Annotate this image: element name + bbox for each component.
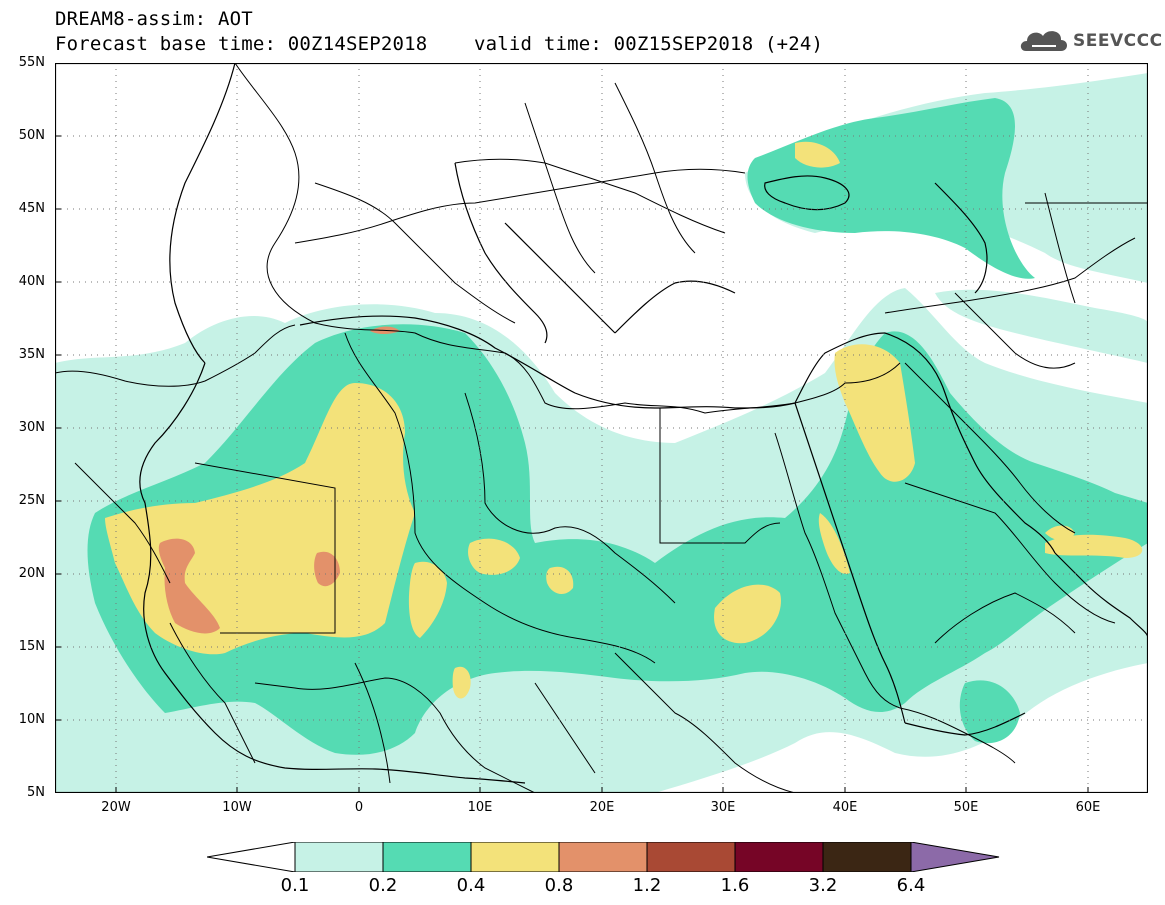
colorbar-cell (470, 842, 560, 872)
colorbar-cap-high (910, 842, 1000, 872)
lat-label-15n: 15N (18, 639, 45, 654)
cloud-icon (1020, 31, 1067, 51)
lat-label-50n: 50N (18, 128, 45, 143)
lat-label-20n: 20N (18, 566, 45, 581)
map-frame (55, 63, 1148, 793)
lon-label-20e: 20E (589, 800, 615, 815)
lat-label-25n: 25N (18, 493, 45, 508)
colorbar-label: 6.4 (896, 875, 926, 896)
lon-label-50e: 50E (953, 800, 979, 815)
lon-label-40e: 40E (832, 800, 858, 815)
lon-label-0: 0 (354, 800, 364, 815)
graticule (55, 63, 1148, 793)
lat-label-40n: 40N (18, 274, 45, 289)
colorbar-cap-low (207, 842, 296, 872)
colorbar-cell (734, 842, 824, 872)
logo-text: SEEVCCC (1073, 31, 1163, 51)
lon-label-20w: 20W (101, 800, 131, 815)
lat-label-35n: 35N (18, 347, 45, 362)
map-title: DREAM8-assim: AOT (55, 8, 253, 30)
colorbar-cell (294, 842, 384, 872)
colorbar-cell (822, 842, 912, 872)
colorbar-label: 1.6 (720, 875, 750, 896)
lat-label-45n: 45N (18, 201, 45, 216)
lat-label-5n: 5N (27, 785, 45, 800)
colorbar-label: 0.1 (280, 875, 310, 896)
colorbar-label: 1.2 (632, 875, 662, 896)
colorbar-cell (382, 842, 472, 872)
colorbar-label: 0.8 (544, 875, 574, 896)
colorbar-label: 0.2 (368, 875, 398, 896)
coastlines (139, 63, 1148, 784)
seevccc-logo: SEEVCCC (1018, 23, 1162, 57)
lat-label-55n: 55N (18, 55, 45, 70)
colorbar-label: 0.4 (456, 875, 486, 896)
aot-colorbar (207, 842, 1000, 872)
aot-map[interactable] (55, 63, 1148, 793)
lat-label-30n: 30N (18, 420, 45, 435)
colorbar-label: 3.2 (808, 875, 838, 896)
lon-label-10e: 10E (467, 800, 493, 815)
forecast-time-subtitle: Forecast base time: 00Z14SEP2018 valid t… (55, 33, 824, 55)
colorbar-cell (558, 842, 648, 872)
colorbar-cell (646, 842, 736, 872)
lon-label-60e: 60E (1075, 800, 1101, 815)
lon-label-10w: 10W (222, 800, 252, 815)
lat-label-10n: 10N (18, 712, 45, 727)
lon-label-30e: 30E (710, 800, 736, 815)
